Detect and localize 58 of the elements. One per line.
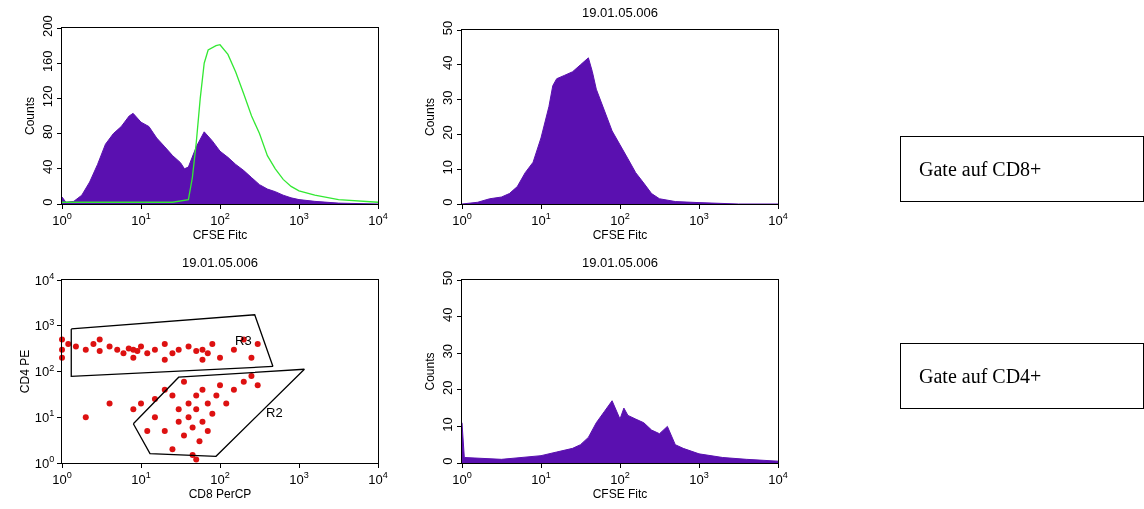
y-tick-label: 40 bbox=[439, 55, 455, 71]
x-tick-label: 10$^{2}$ bbox=[610, 470, 630, 487]
x-tick-label: 10$^{0}$ bbox=[452, 211, 472, 228]
x-tick-label: 10$^{1}$ bbox=[131, 211, 151, 228]
series-label: R3 bbox=[235, 333, 252, 348]
x-tick-label: 10$^{4}$ bbox=[368, 470, 388, 487]
x-tick-label: 10$^{3}$ bbox=[289, 211, 309, 228]
y-tick-label: 10$^{2}$ bbox=[34, 362, 55, 380]
y-tick-label: 30 bbox=[439, 344, 455, 359]
x-tick-label: 10$^{3}$ bbox=[689, 470, 709, 487]
y-tick-label: 10$^{3}$ bbox=[34, 316, 55, 334]
y-tick-label: 30 bbox=[439, 90, 455, 105]
y-tick-label: 50 bbox=[439, 20, 455, 36]
y-tick-label: 20 bbox=[439, 125, 455, 140]
series-label: R2 bbox=[266, 405, 283, 420]
y-tick-label: 160 bbox=[39, 50, 55, 73]
chart-title: 19.01.05.006 bbox=[182, 254, 258, 270]
x-tick-label: 10$^{2}$ bbox=[210, 211, 230, 228]
x-tick-label: 10$^{4}$ bbox=[368, 211, 388, 228]
x-tick-label: 10$^{2}$ bbox=[210, 470, 230, 487]
x-axis-title: CFSE Fitc bbox=[192, 227, 248, 242]
y-tick-label: 0 bbox=[439, 198, 455, 206]
y-axis-title: Counts bbox=[423, 352, 437, 391]
y-tick-label: 20 bbox=[439, 380, 455, 396]
x-tick-label: 10$^{4}$ bbox=[768, 470, 788, 487]
y-tick-label: 0 bbox=[39, 198, 55, 206]
x-tick-label: 10$^{1}$ bbox=[531, 470, 551, 487]
y-tick-label: 40 bbox=[439, 307, 455, 322]
y-axis-title: CD4 PE bbox=[18, 349, 33, 394]
x-tick-label: 10$^{0}$ bbox=[52, 211, 72, 228]
chart-title: 19.01.05.006 bbox=[582, 254, 658, 270]
x-tick-label: 10$^{1}$ bbox=[531, 211, 551, 228]
y-axis-title: Counts bbox=[23, 96, 37, 136]
y-tick-label: 40 bbox=[39, 159, 55, 175]
y-tick-label: 10 bbox=[439, 160, 455, 175]
y-tick-label: 50 bbox=[439, 270, 455, 286]
y-tick-label: 120 bbox=[39, 85, 55, 108]
y-tick-label: 10 bbox=[439, 417, 455, 432]
y-tick-label: 10$^{4}$ bbox=[34, 271, 55, 288]
text: Gate auf CD8+ bbox=[919, 157, 1042, 181]
x-tick-label: 10$^{4}$ bbox=[768, 211, 788, 228]
x-tick-label: 10$^{0}$ bbox=[52, 470, 72, 487]
y-tick-label: 80 bbox=[39, 124, 55, 139]
chart-title: 19.01.05.006 bbox=[582, 4, 658, 20]
y-tick-label: 10$^{0}$ bbox=[34, 454, 55, 471]
x-tick-label: 10$^{3}$ bbox=[689, 211, 709, 228]
x-tick-label: 10$^{2}$ bbox=[610, 211, 630, 228]
x-axis-title: CD8 PerCP bbox=[188, 486, 252, 501]
y-tick-label: 10$^{1}$ bbox=[34, 408, 55, 425]
x-axis-title: CFSE Fitc bbox=[592, 227, 648, 242]
x-axis-title: CFSE Fitc bbox=[592, 486, 648, 501]
y-tick-label: 0 bbox=[439, 457, 455, 465]
y-tick-label: 200 bbox=[39, 15, 55, 37]
x-tick-label: 10$^{3}$ bbox=[289, 470, 309, 487]
x-tick-label: 10$^{0}$ bbox=[452, 470, 472, 487]
x-tick-label: 10$^{1}$ bbox=[131, 470, 151, 487]
text: Gate auf CD4+ bbox=[919, 364, 1042, 388]
y-axis-title: Counts bbox=[423, 97, 437, 137]
